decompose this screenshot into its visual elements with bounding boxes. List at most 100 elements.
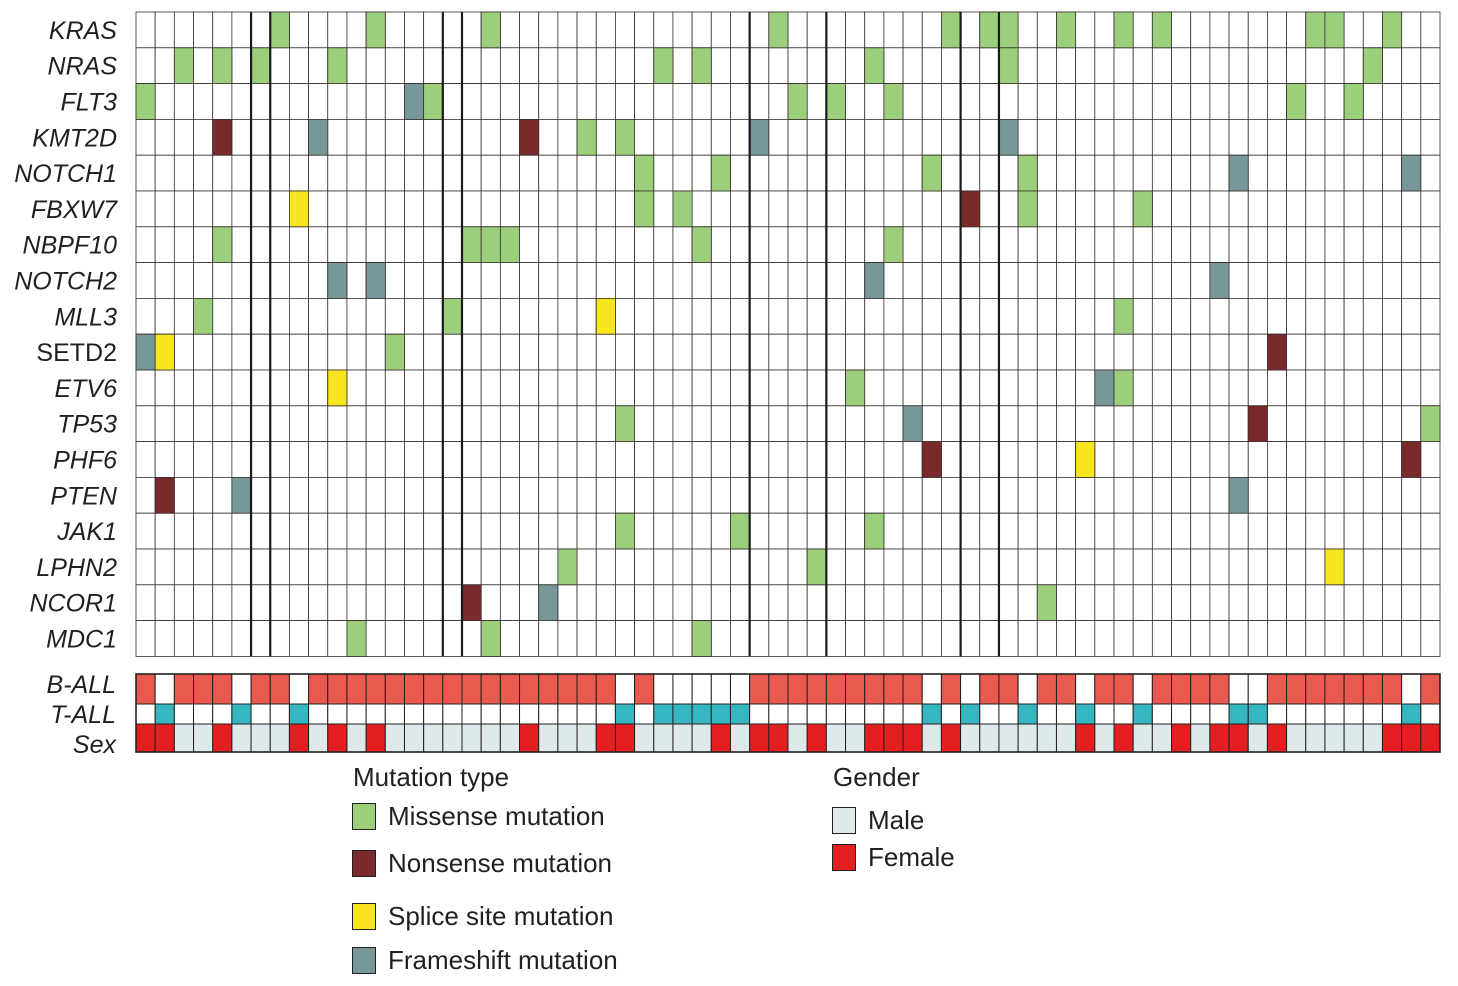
cell	[442, 119, 463, 156]
cell	[231, 119, 252, 156]
cell	[998, 476, 1019, 514]
cell	[423, 47, 444, 84]
splice-swatch	[352, 903, 376, 930]
cell	[1247, 226, 1268, 264]
cell	[883, 333, 904, 371]
cell	[384, 297, 405, 335]
cell	[346, 369, 367, 407]
cell	[423, 333, 444, 371]
sex-cell	[212, 723, 233, 753]
cell	[1324, 47, 1345, 84]
mutation-cell-etv6	[327, 369, 348, 407]
cell	[461, 548, 482, 586]
cell	[1228, 262, 1249, 299]
cell	[845, 584, 866, 621]
mutation-type-legend-title: Mutation type	[353, 762, 510, 792]
cell	[365, 512, 386, 550]
t-all-cell	[538, 703, 559, 725]
cell	[710, 297, 731, 335]
cell	[404, 476, 425, 514]
sex-cell	[787, 723, 808, 753]
cell	[691, 476, 712, 514]
cell	[1209, 83, 1230, 120]
b-all-cell	[576, 673, 597, 705]
mutation-cell-notch1	[1228, 154, 1249, 192]
cell	[576, 262, 597, 299]
t-all-cell	[595, 703, 616, 725]
cell	[1343, 512, 1364, 550]
b-all-cell	[845, 673, 866, 705]
cell	[1094, 83, 1115, 120]
cell	[615, 369, 635, 407]
cell	[845, 297, 866, 335]
cell	[250, 512, 271, 550]
cell	[1113, 226, 1134, 264]
cell	[289, 441, 309, 478]
mutation-cell-flt3	[404, 83, 425, 120]
cell	[1267, 548, 1287, 586]
t-all-cell	[327, 703, 348, 725]
cell	[902, 83, 923, 120]
cell	[212, 620, 233, 657]
cell	[480, 119, 501, 156]
cell	[1209, 333, 1230, 371]
t-all-cell	[1094, 703, 1115, 725]
cell	[289, 476, 309, 514]
sex-cell	[1266, 723, 1288, 753]
mutation-cell-jak1	[730, 512, 751, 550]
cell	[921, 119, 942, 156]
cell	[1017, 297, 1038, 335]
cell	[480, 83, 501, 120]
cell	[154, 584, 175, 621]
mutation-cell-ncor1	[538, 584, 559, 621]
cell	[1190, 11, 1211, 49]
cell	[538, 512, 559, 550]
cell	[1056, 333, 1077, 371]
b-all-cell	[1171, 673, 1192, 705]
cell	[979, 369, 1000, 407]
cell	[1267, 190, 1287, 228]
cell	[1420, 584, 1441, 621]
cell	[634, 548, 655, 586]
mutation-cell-tp53	[1420, 405, 1441, 442]
b-all-cell	[960, 673, 981, 705]
cell	[691, 441, 712, 478]
cell	[289, 405, 309, 442]
cell	[787, 405, 808, 442]
cell	[1420, 47, 1441, 84]
cell	[212, 154, 233, 192]
cell	[384, 47, 405, 84]
cell	[902, 333, 923, 371]
cell	[346, 83, 367, 120]
mutation-cell-notch2	[365, 262, 386, 299]
sex-cell	[1381, 723, 1403, 753]
cell	[1420, 441, 1441, 478]
mutation-cell-fbxw7	[634, 190, 655, 228]
sex-cell	[845, 723, 866, 753]
cell	[231, 154, 252, 192]
b-all-cell	[1401, 673, 1422, 705]
cell	[231, 441, 252, 478]
cell	[1343, 333, 1364, 371]
cell	[384, 441, 405, 478]
cell	[499, 11, 520, 49]
cell	[193, 333, 214, 371]
cell	[1209, 548, 1230, 586]
mutation-cell-notch1	[1401, 154, 1422, 192]
cell	[1171, 620, 1192, 657]
gene-label-kmt2d: KMT2D	[32, 124, 117, 152]
cell	[1056, 83, 1077, 120]
cell	[193, 262, 214, 299]
cell	[154, 548, 175, 586]
cell	[672, 584, 693, 621]
t-all-cell	[384, 703, 405, 725]
cell	[250, 83, 271, 120]
cell	[480, 405, 501, 442]
cell	[595, 226, 616, 264]
cell	[883, 119, 904, 156]
t-all-cell	[787, 703, 808, 725]
cell	[998, 226, 1019, 264]
cell	[1017, 620, 1038, 657]
cell	[825, 297, 846, 335]
cell	[653, 548, 674, 586]
